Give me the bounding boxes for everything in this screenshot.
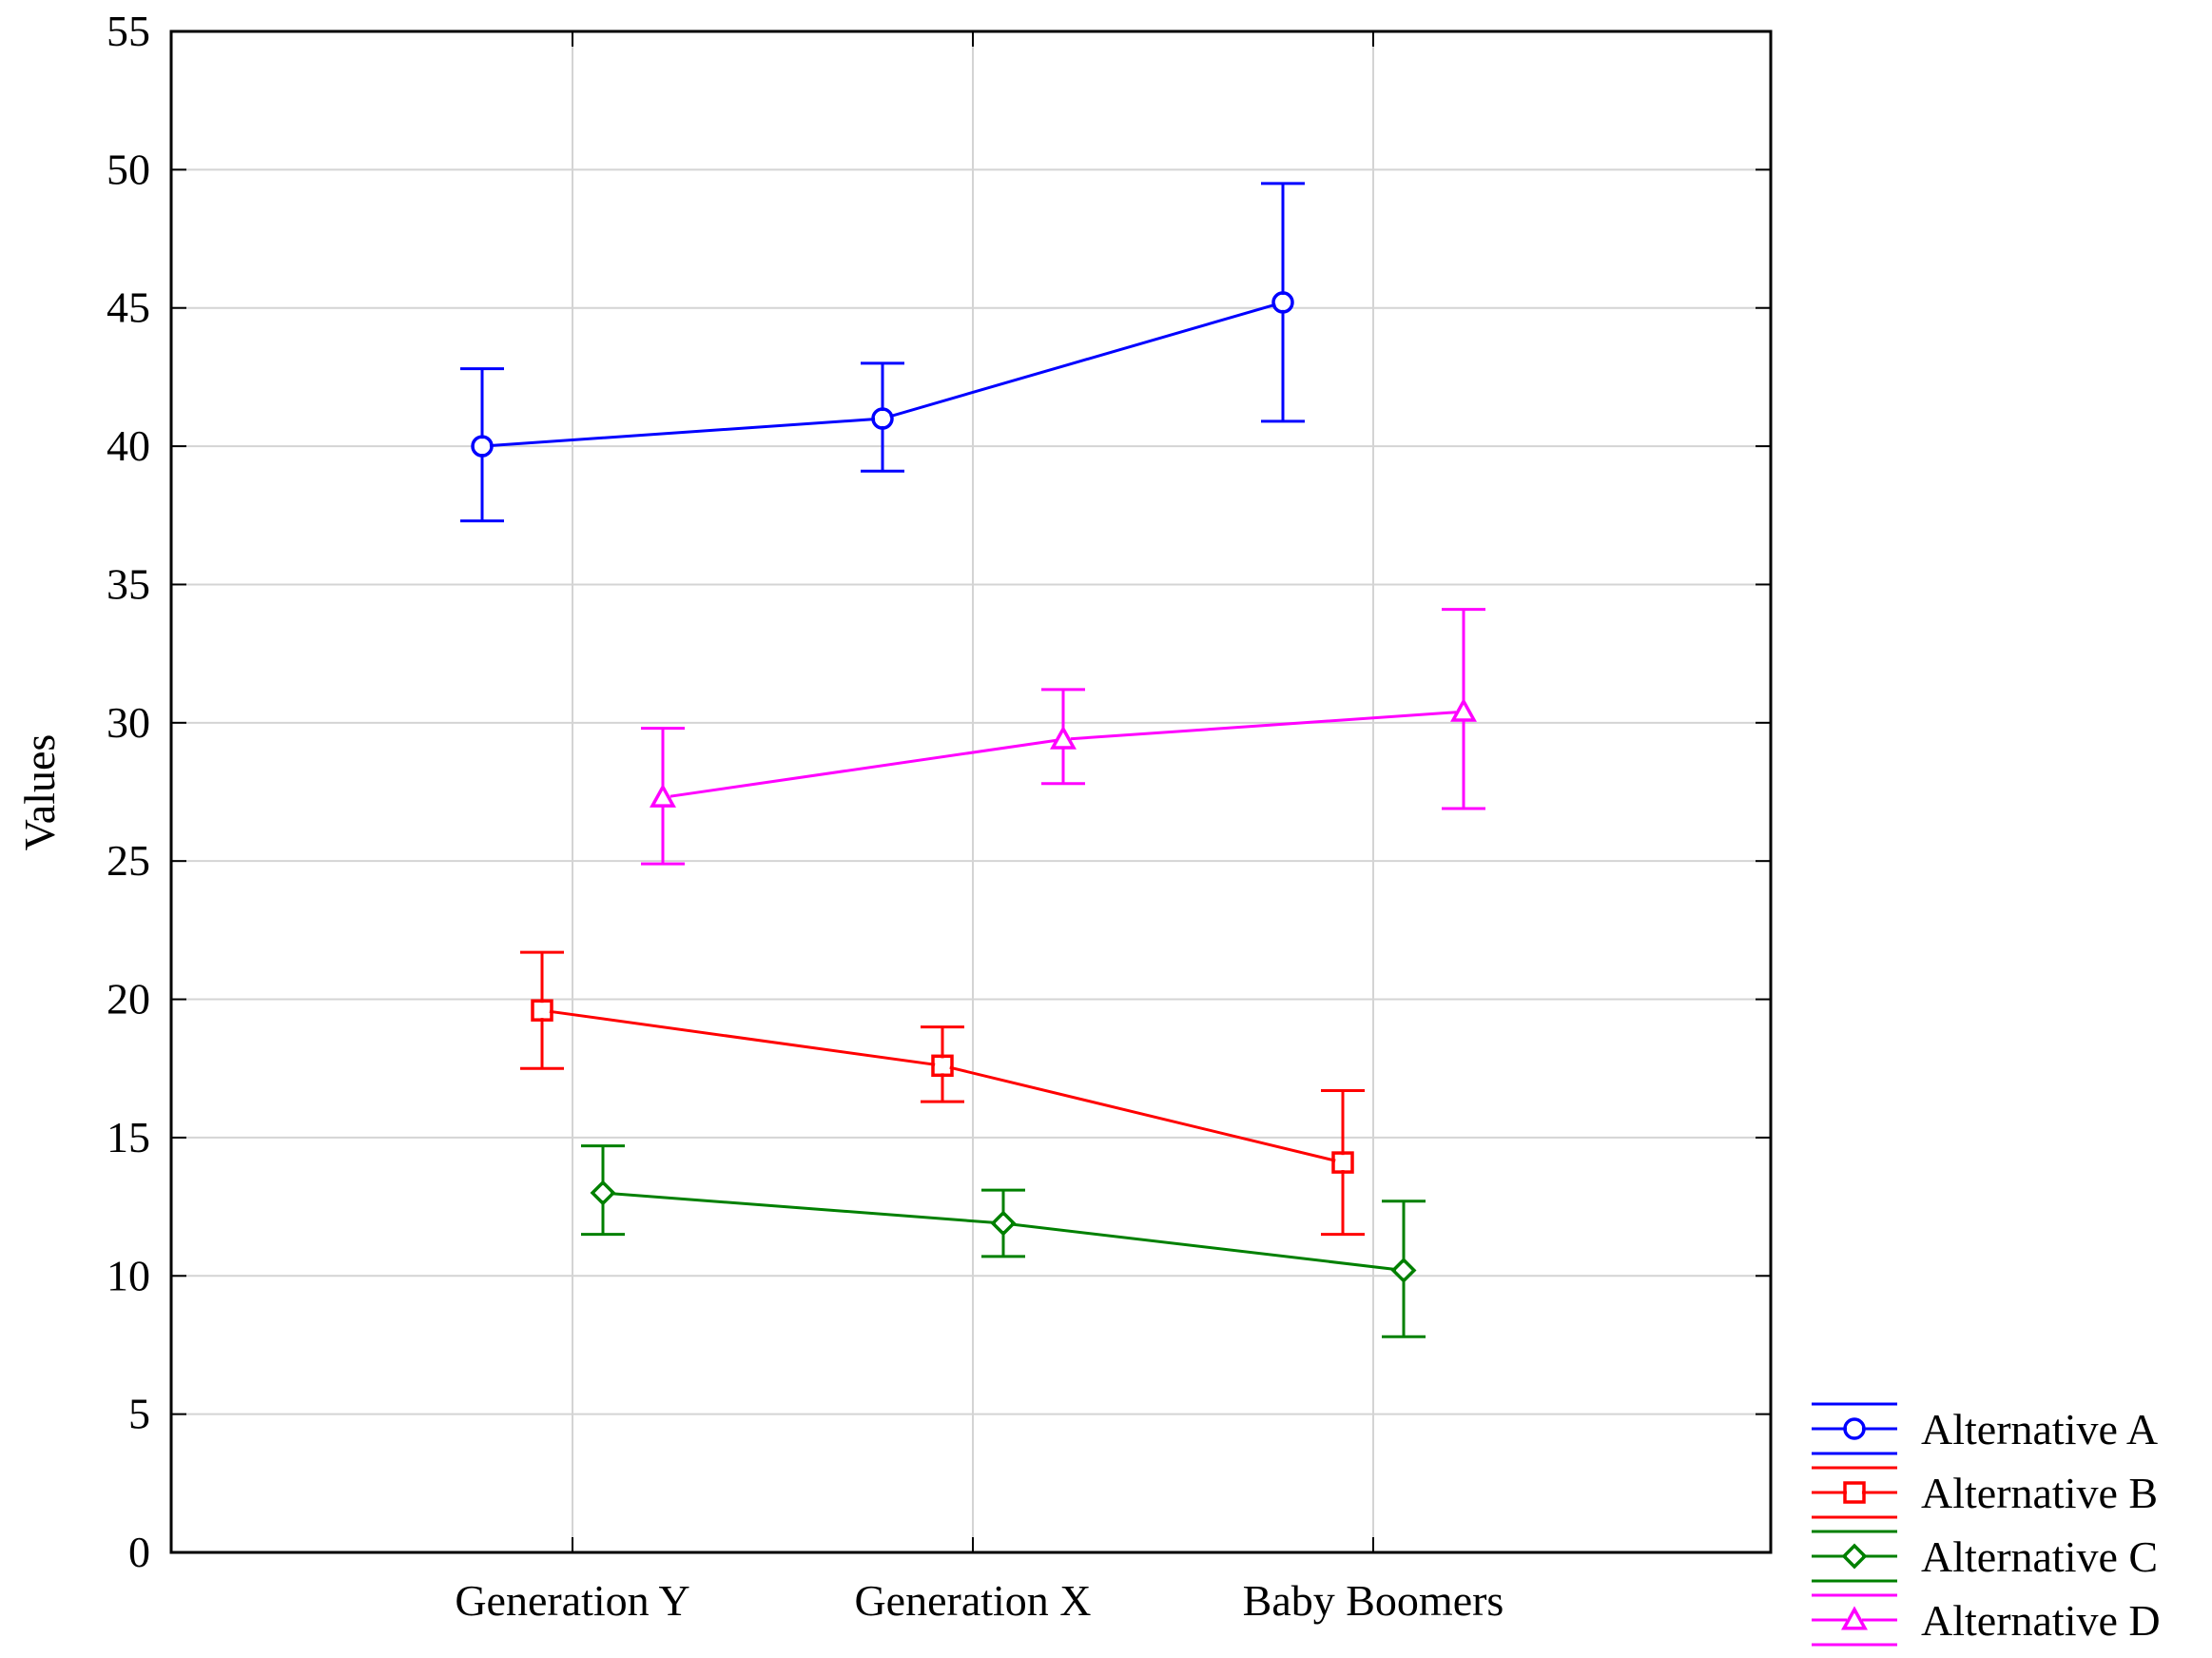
legend-label: Alternative A [1921,1405,2158,1453]
x-tick-label: Baby Boomers [1243,1576,1504,1625]
data-point [1390,1257,1417,1283]
marker-backing [875,411,890,427]
data-point [990,1210,1017,1237]
data-point [471,435,494,458]
y-tick-label: 10 [107,1251,150,1299]
data-point [931,1054,954,1078]
data-point [1271,291,1294,314]
legend-marker-backing [1847,1549,1862,1564]
marker-backing [996,1216,1011,1232]
grid [171,31,1771,1552]
legend-marker-backing [1847,1421,1862,1436]
series-alternative-a [460,182,1305,523]
series-layer [460,182,1485,1338]
legend-entry-alternative-c: Alternative C [1812,1530,2158,1583]
data-point [531,999,553,1022]
legend-entry-alternative-a: Alternative A [1812,1402,2158,1455]
marker-backing [1335,1155,1350,1171]
data-point [871,407,894,430]
y-tick-label: 30 [107,698,150,747]
legend-entry-alternative-d: Alternative D [1812,1593,2161,1647]
legend-marker-backing [1847,1485,1862,1500]
legend-marker [1841,1606,1868,1630]
y-tick-label: 40 [107,421,150,470]
data-point [650,783,676,808]
series-alternative-c [581,1144,1426,1338]
marker-backing [935,1058,950,1074]
marker-backing [475,439,490,455]
marker-backing [1275,294,1290,310]
y-tick-label: 20 [107,975,150,1024]
axes: 0 5 10 15 20 25 30 35 40 45 50 55 Generation Y Genera… [107,7,1773,1625]
data-point [1331,1151,1354,1174]
data-point [590,1180,616,1206]
series-alternative-b [520,950,1365,1237]
plot-frame [169,29,1773,1554]
data-point [1450,697,1477,722]
y-tick-label: 0 [128,1528,150,1576]
y-tick-label: 5 [128,1390,150,1438]
y-tick-label: 45 [107,283,150,332]
legend-label: Alternative C [1921,1532,2158,1581]
y-tick-label: 55 [107,7,150,55]
y-tick-label: 50 [107,145,150,193]
marker-backing [534,1003,550,1019]
x-tick-label: Generation Y [455,1576,689,1625]
y-tick-label: 25 [107,836,150,885]
marker-backing [595,1185,611,1201]
legend-label: Alternative D [1921,1596,2161,1645]
x-tick-label: Generation X [854,1576,1091,1625]
legend-label: Alternative B [1921,1469,2158,1517]
data-point [1050,725,1077,750]
y-tick-label: 35 [107,559,150,608]
marker-backing [1396,1262,1411,1278]
y-tick-label: 15 [107,1113,150,1161]
legend-marker [1841,1543,1868,1570]
legend-marker [1843,1481,1866,1504]
legend-entry-alternative-b: Alternative B [1812,1466,2158,1519]
y-axis-title: Values [15,734,64,851]
series-alternative-d [641,608,1485,866]
legend: Alternative A Alternative B Alternative C A… [1812,1402,2161,1647]
legend-marker [1843,1417,1866,1440]
